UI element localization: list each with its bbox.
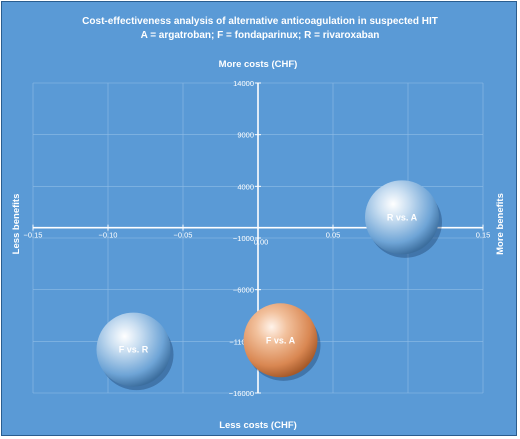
y-tick-label: 9000: [237, 131, 254, 140]
bottom-axis-label: Less costs (CHF): [219, 420, 297, 431]
x-tick-label: 0.15: [476, 231, 491, 240]
origin-tick-label: 0.00: [254, 238, 269, 247]
left-axis-label: Less benefits: [11, 194, 22, 255]
bubble-marker: [243, 303, 318, 378]
y-tick-label: −6000: [233, 286, 254, 295]
x-tick-label: 0.05: [326, 231, 341, 240]
x-tick-label: −0.10: [99, 231, 118, 240]
x-tick-label: −0.05: [174, 231, 193, 240]
bubble-f-vs-a: F vs. A: [243, 303, 321, 381]
y-tick-label: 4000: [237, 182, 254, 191]
top-axis-label: More costs (CHF): [219, 59, 298, 70]
x-tick-label: −0.15: [24, 231, 43, 240]
chart-title: Cost-effectiveness analysis of alternati…: [82, 16, 438, 27]
bubble-marker: [365, 180, 439, 255]
chart-subtitle: A = argatroban; F = fondaparinux; R = ri…: [141, 30, 380, 41]
bubble-label: R vs. A: [387, 212, 418, 222]
bubbles: R vs. A F vs. A F vs. R: [96, 180, 442, 391]
bubble-label: F vs. R: [119, 345, 149, 355]
tick-labels: −0.15−0.10−0.050.050.100.150.00140009000…: [24, 79, 491, 398]
right-axis-label: More benefits: [495, 193, 506, 255]
y-tick-label: −1000: [233, 234, 254, 243]
y-tick-label: 14000: [233, 79, 254, 88]
y-tick-label: −16000: [229, 389, 254, 398]
bubble-label: F vs. A: [266, 335, 296, 345]
bubble-marker: [96, 312, 171, 387]
y-tick-label: −11000: [229, 337, 254, 346]
bubble-r-vs-a: R vs. A: [365, 180, 442, 258]
bubble-f-vs-r: F vs. R: [96, 312, 174, 391]
